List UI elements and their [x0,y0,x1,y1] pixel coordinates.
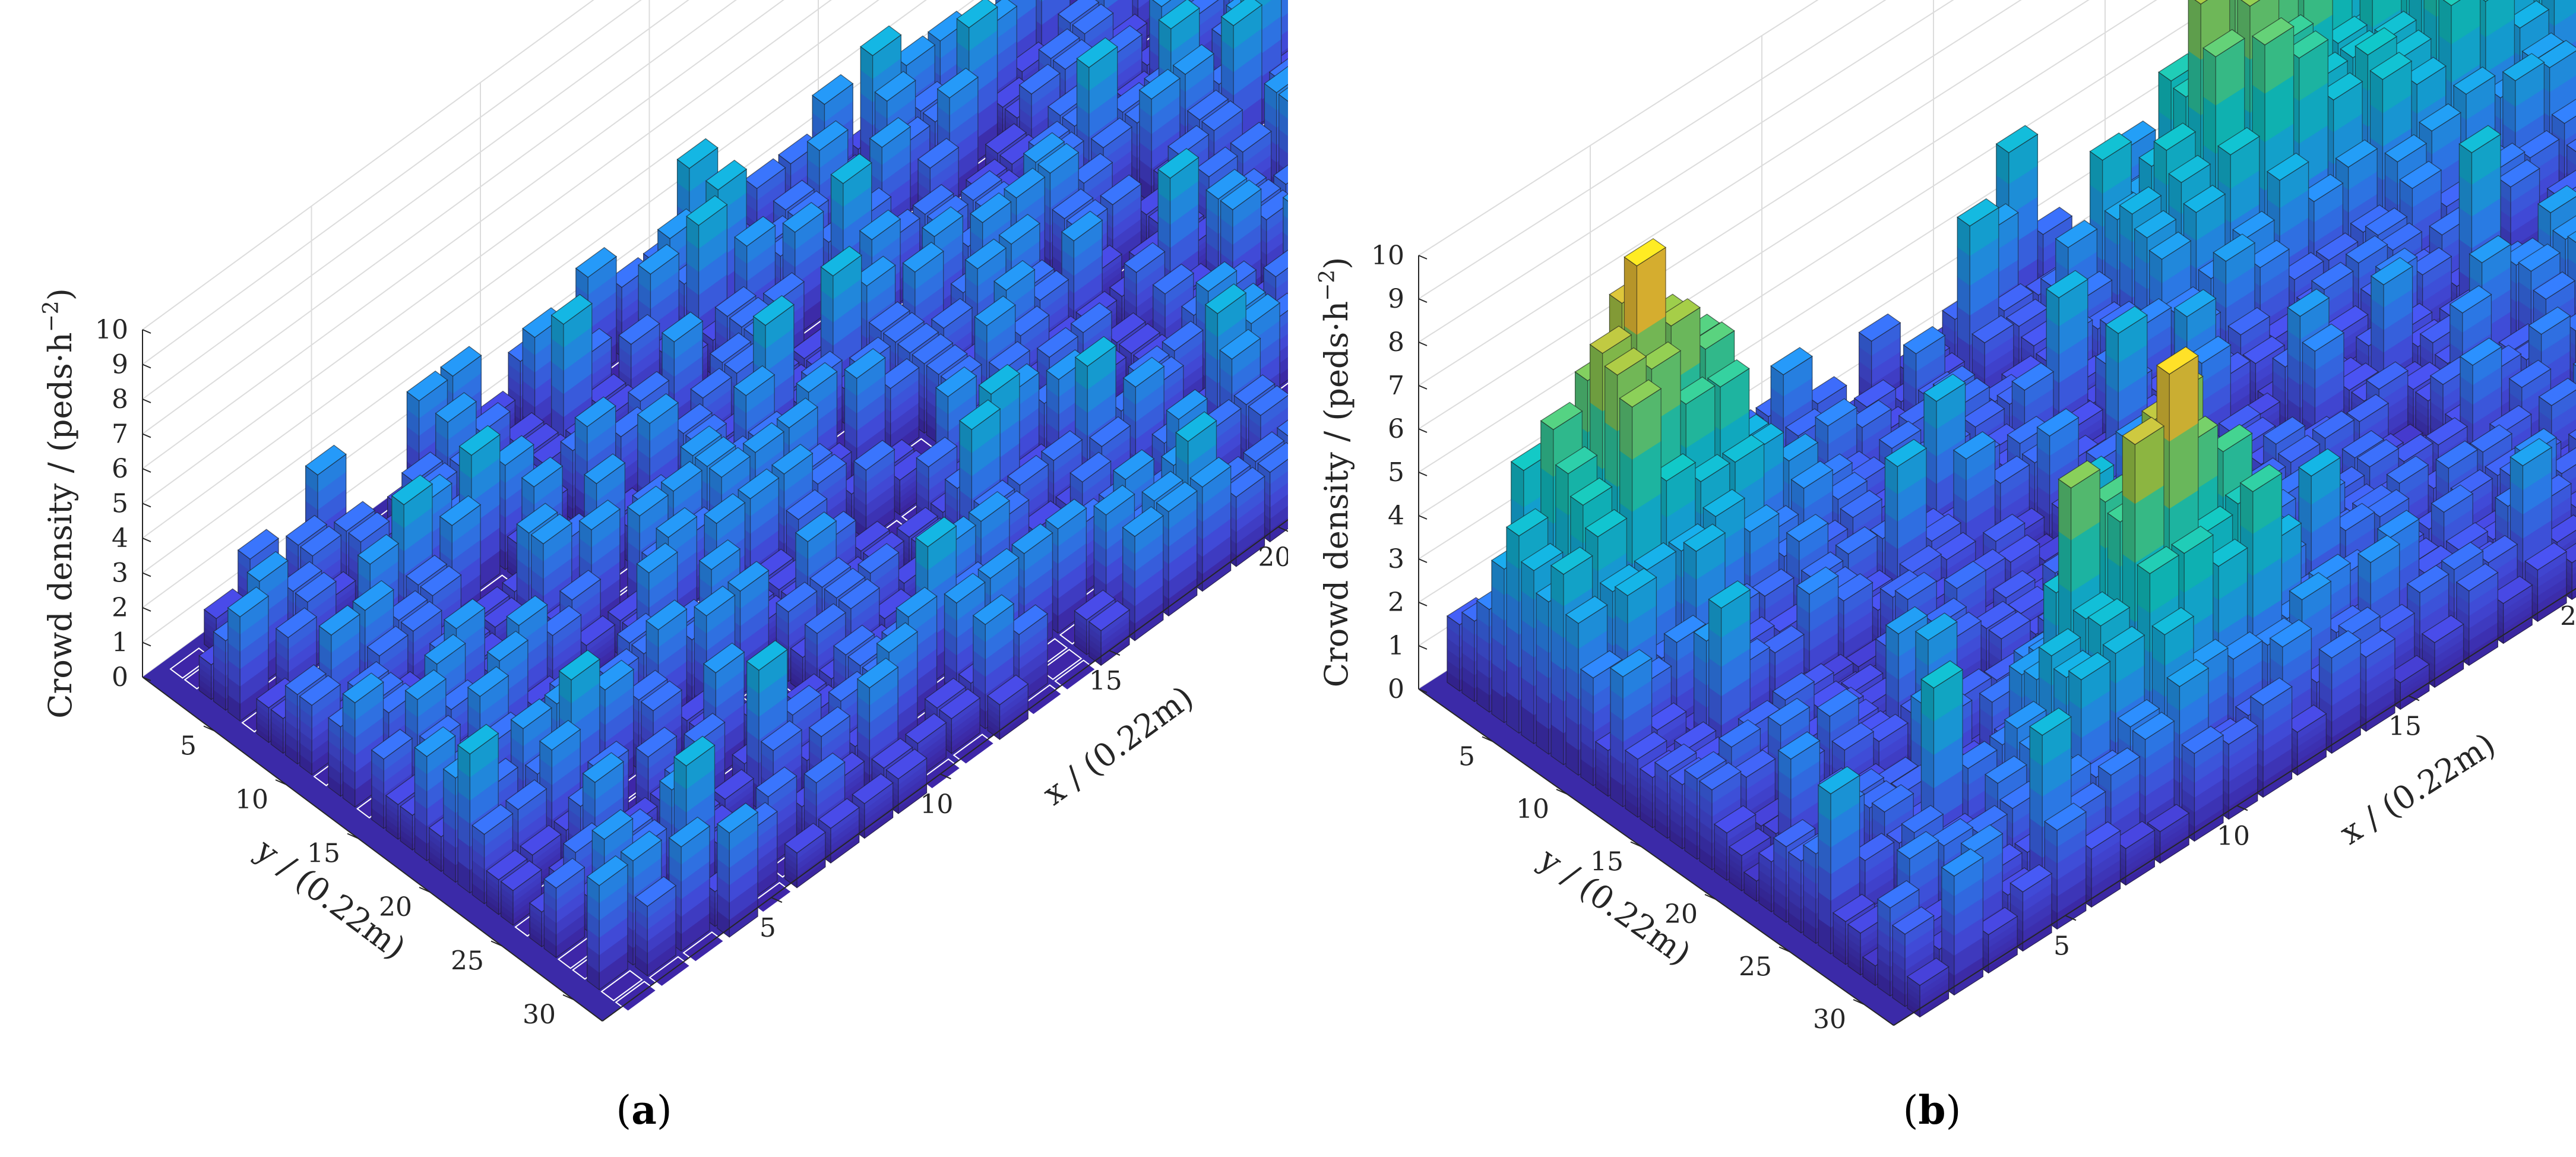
a-z-tick-label: 10 [95,315,128,345]
a-x-tick-label: 15 [1089,666,1122,696]
b-y-tick-label: 30 [1813,1004,1846,1035]
a-y-tick-label: 20 [379,892,412,922]
a-z-tick-label: 0 [112,662,128,693]
b-y-tick-label: 25 [1739,952,1772,982]
a-bar [938,688,981,754]
a-bar [716,802,759,938]
b-z-axis-label: Crowd density / (peds·h−2) [1315,257,1355,688]
a-bar [1040,649,1083,681]
b-bars [1446,0,2576,1018]
caption-b-label: b [1918,1087,1945,1133]
a-bar [634,876,677,976]
b-x-tick-label: 5 [2053,931,2070,961]
panel-b: 0123456789105101520253051015202530Crowd … [1288,0,2576,1157]
a-y-tick-label: 5 [180,731,197,761]
a-z-tick-label: 9 [112,350,128,380]
a-y-tick-label: 15 [307,839,340,869]
b-z-ticks: 0 1 2 3 4 5 6 7 8 9 10 [1371,241,1428,704]
a-z-tick-label: 3 [112,558,128,589]
a-z-tick-label: 2 [112,593,128,623]
b-z-tick-label: 8 [1388,327,1404,358]
a-z-tick-label: 5 [112,489,128,519]
a-bar [500,860,542,926]
a-z-tick-label: 1 [112,628,128,658]
b-z-tick-label: 5 [1388,457,1404,488]
caption-a-label: a [631,1087,657,1133]
a-bars [169,0,1288,1012]
a-z-ticks: 0 1 2 3 4 5 6 7 8 9 10 [95,315,151,693]
a-bar [543,858,586,958]
a-y-tick-label: 30 [523,1000,556,1030]
a-bar [586,855,629,991]
b-z-tick-label: 6 [1388,414,1404,444]
b-x-tick-label: 15 [2388,711,2422,741]
a-bar [227,586,270,722]
b-z-tick-label: 10 [1371,241,1404,271]
b-z-tick-label: 7 [1388,371,1404,401]
chart-a: 0123456789105101520253051015202530Crowd … [39,0,1288,1030]
b-x-tick-label: 10 [2217,821,2250,851]
panel-a: 0123456789105101520253051015202530Crowd … [0,0,1288,1133]
a-bar [987,674,1029,740]
a-x-tick-label: 5 [759,913,776,943]
chart-b: 0123456789105101520253051015202530Crowd … [1315,0,2576,1035]
b-x-tick-label: 20 [2560,601,2576,631]
b-y-tick-label: 10 [1516,794,1549,824]
a-bar [702,642,745,778]
a-bar [600,970,643,1001]
b-z-tick-label: 4 [1388,501,1404,531]
a-z-axis-label: Crowd density / (peds·h−2) [39,288,79,719]
b-x-axis-label: x / (0.22m) [2333,726,2502,852]
a-z-tick-label: 7 [112,419,128,450]
b-z-tick-label: 9 [1388,284,1404,314]
b-z-tick-label: 1 [1388,631,1404,661]
caption-a: (a) [0,1087,1288,1133]
a-z-tick-label: 4 [112,523,128,554]
a-bar [905,713,947,779]
a-y-ticks: 5 10 15 20 25 30 [142,677,603,1030]
a-x-tick-label: 20 [1258,542,1288,573]
caption-b: (b) [1288,1087,2576,1133]
a-y-tick-label: 25 [451,946,484,976]
a-bar [1088,600,1131,666]
b-z-tick-label: 2 [1388,587,1404,618]
a-z-tick-label: 8 [112,384,128,415]
a-x-tick-label: 10 [920,789,953,820]
b-z-tick-label: 0 [1388,674,1404,704]
a-bar [668,816,711,952]
b-y-tick-label: 5 [1458,742,1475,772]
a-bar [1045,498,1087,634]
a-x-axis-label: x / (0.22m) [1036,678,1201,813]
a-bar [852,773,894,839]
a-z-tick-label: 6 [112,454,128,484]
a-bar [784,823,826,889]
a-y-tick-label: 10 [235,785,268,815]
b-z-tick-label: 3 [1388,544,1404,574]
